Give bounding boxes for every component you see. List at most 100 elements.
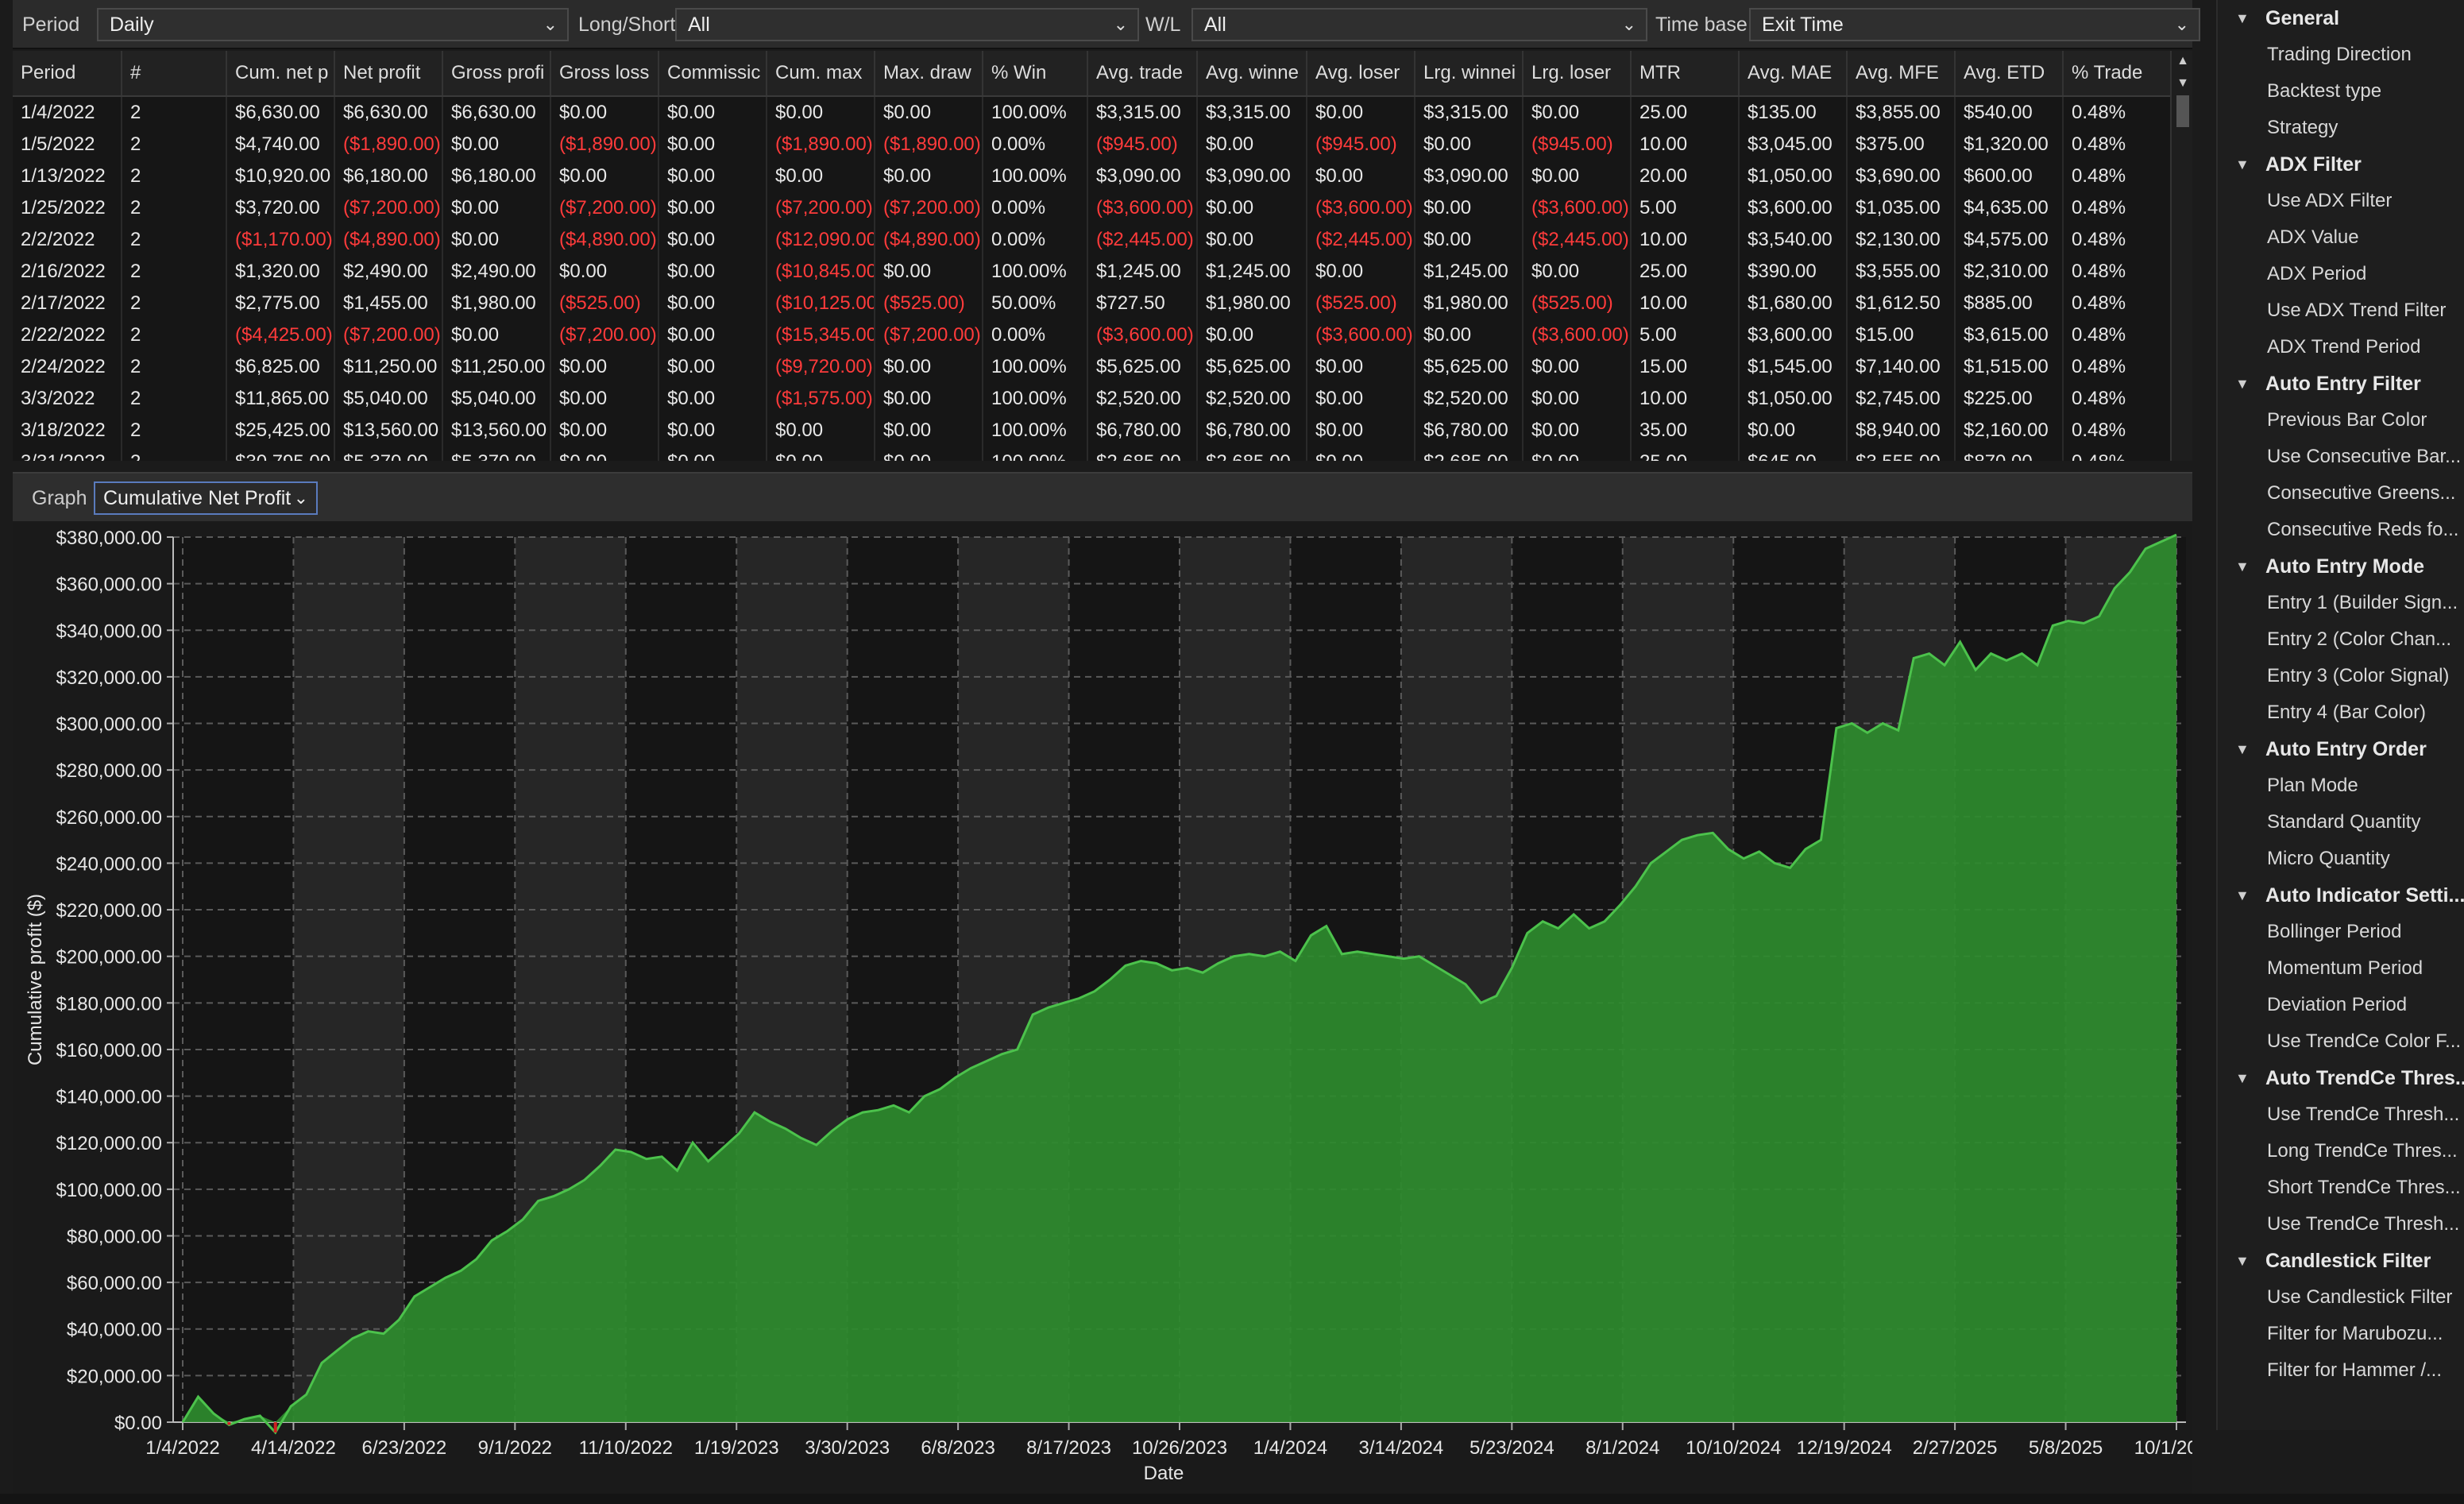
panel-category[interactable]: ▼ Auto Entry Mode: [2218, 548, 2464, 585]
panel-property[interactable]: Use Consecutive Bar...: [2267, 446, 2462, 467]
longshort-select[interactable]: All ⌄: [675, 8, 1139, 41]
column-header[interactable]: Cum. net p: [227, 51, 335, 95]
panel-property[interactable]: Filter for Hammer /...: [2267, 1359, 2443, 1381]
panel-category[interactable]: ▼ General: [2218, 0, 2464, 37]
scroll-down-icon[interactable]: ▼: [2176, 76, 2189, 90]
panel-property[interactable]: Use Candlestick Filter: [2267, 1286, 2453, 1308]
panel-property[interactable]: Long TrendCe Thres...: [2267, 1140, 2458, 1162]
panel-property[interactable]: Micro Quantity: [2267, 848, 2390, 869]
column-header[interactable]: Lrg. winnei: [1415, 51, 1524, 95]
panel-property[interactable]: Entry 3 (Color Signal): [2267, 665, 2450, 686]
panel-property[interactable]: Use ADX Trend Filter: [2267, 300, 2447, 321]
panel-property[interactable]: Momentum Period: [2267, 957, 2423, 979]
column-header[interactable]: Avg. ETD: [1956, 51, 2064, 95]
panel-property[interactable]: Deviation Period: [2267, 994, 2408, 1015]
table-scrollbar[interactable]: ▲ ▼: [2170, 51, 2192, 461]
period-select[interactable]: Daily ⌄: [97, 8, 569, 41]
panel-property[interactable]: Previous Bar Color: [2267, 409, 2427, 431]
panel-property[interactable]: Entry 2 (Color Chan...: [2267, 628, 2452, 650]
panel-category[interactable]: ▼ ADX Filter: [2218, 146, 2464, 183]
panel-property[interactable]: Use TrendCe Thresh...: [2267, 1104, 2460, 1125]
table-row[interactable]: 1/4/2022 2 $6,630.00 $6,630.00 $6,630.00 $0.0…: [13, 97, 2170, 129]
column-header[interactable]: Avg. MAE: [1740, 51, 1848, 95]
table-row[interactable]: 2/24/2022 2 $6,825.00 $11,250.00 $11,250.00 $…: [13, 351, 2170, 383]
table-cell: $3,090.00: [1088, 160, 1198, 192]
panel-property[interactable]: Plan Mode: [2267, 775, 2358, 796]
panel-property[interactable]: Entry 4 (Bar Color): [2267, 702, 2427, 723]
table-cell: $727.50: [1088, 288, 1198, 319]
wl-select[interactable]: All ⌄: [1191, 8, 1647, 41]
column-header[interactable]: MTR: [1632, 51, 1740, 95]
column-header[interactable]: Avg. loser: [1307, 51, 1415, 95]
collapse-triangle-icon[interactable]: ▼: [2235, 1070, 2250, 1086]
column-header[interactable]: Gross profi: [443, 51, 551, 95]
table-row[interactable]: 3/3/2022 2 $11,865.00 $5,040.00 $5,040.00 $0.…: [13, 383, 2170, 415]
collapse-triangle-icon[interactable]: ▼: [2235, 1253, 2250, 1269]
table-row[interactable]: 2/2/2022 2 ($1,170.00) ($4,890.00) $0.00 ($4,…: [13, 224, 2170, 256]
panel-property[interactable]: Short TrendCe Thres...: [2267, 1177, 2461, 1198]
panel-property[interactable]: Consecutive Reds fo...: [2267, 519, 2459, 540]
scroll-thumb[interactable]: [2176, 95, 2189, 127]
table-row[interactable]: 1/13/2022 2 $10,920.00 $6,180.00 $6,180.00 $0…: [13, 160, 2170, 192]
panel-category[interactable]: ▼ Auto Entry Filter: [2218, 365, 2464, 402]
table-cell: ($3,600.00): [1524, 319, 1632, 351]
column-header[interactable]: Net profit: [335, 51, 443, 95]
panel-property[interactable]: Backtest type: [2267, 80, 2382, 102]
panel-property[interactable]: Strategy: [2267, 117, 2338, 138]
column-header[interactable]: Max. draw: [875, 51, 983, 95]
column-header[interactable]: % Win: [983, 51, 1088, 95]
column-header[interactable]: % Trade: [2064, 51, 2175, 95]
column-header[interactable]: Avg. winne: [1198, 51, 1307, 95]
graph-type-select[interactable]: Cumulative Net Profit ⌄: [94, 481, 318, 515]
column-header[interactable]: #: [122, 51, 227, 95]
panel-property[interactable]: Use TrendCe Thresh...: [2267, 1213, 2460, 1235]
column-header[interactable]: Gross loss: [551, 51, 659, 95]
panel-property[interactable]: ADX Value: [2267, 226, 2359, 248]
collapse-triangle-icon[interactable]: ▼: [2235, 376, 2250, 392]
column-header[interactable]: Cum. max: [767, 51, 875, 95]
performance-table: Period # Cum. net p Net profit Gross profi Gr…: [13, 51, 2192, 461]
panel-property[interactable]: ADX Period: [2267, 263, 2367, 284]
filter-bar: Period Daily ⌄ Long/Short All ⌄ W/L All …: [13, 0, 2200, 49]
table-row[interactable]: 2/17/2022 2 $2,775.00 $1,455.00 $1,980.00 ($5…: [13, 288, 2170, 319]
panel-property[interactable]: Entry 1 (Builder Sign...: [2267, 592, 2458, 613]
column-header[interactable]: Avg. trade: [1088, 51, 1198, 95]
panel-category[interactable]: ▼ Auto TrendCe Thres...: [2218, 1060, 2464, 1096]
panel-property[interactable]: Use ADX Filter: [2267, 190, 2393, 211]
table-cell: $6,180.00: [335, 160, 443, 192]
table-cell: ($1,890.00): [335, 129, 443, 160]
table-row[interactable]: 2/16/2022 2 $1,320.00 $2,490.00 $2,490.00 $0.…: [13, 256, 2170, 288]
panel-property[interactable]: Trading Direction: [2267, 44, 2412, 65]
column-header[interactable]: Commissic: [659, 51, 767, 95]
panel-property[interactable]: Use TrendCe Color F...: [2267, 1030, 2462, 1052]
collapse-triangle-icon[interactable]: ▼: [2235, 157, 2250, 172]
collapse-triangle-icon[interactable]: ▼: [2235, 559, 2250, 574]
table-cell: $30,795.00: [227, 447, 335, 461]
panel-category[interactable]: ▼ Auto Entry Order: [2218, 731, 2464, 767]
panel-property[interactable]: Bollinger Period: [2267, 921, 2402, 942]
timebase-select[interactable]: Exit Time ⌄: [1749, 8, 2200, 41]
table-cell: $1,245.00: [1088, 256, 1198, 288]
panel-property[interactable]: Consecutive Greens...: [2267, 482, 2456, 504]
column-header[interactable]: Avg. MFE: [1848, 51, 1956, 95]
table-cell: 100.00%: [983, 415, 1088, 447]
panel-property[interactable]: Standard Quantity: [2267, 811, 2421, 833]
x-tick-label: 10/10/2024: [1686, 1437, 1781, 1459]
collapse-triangle-icon[interactable]: ▼: [2235, 887, 2250, 903]
table-cell: $3,690.00: [1848, 160, 1956, 192]
table-row[interactable]: 1/5/2022 2 $4,740.00 ($1,890.00) $0.00 ($1,89…: [13, 129, 2170, 160]
collapse-triangle-icon[interactable]: ▼: [2235, 741, 2250, 757]
column-header[interactable]: Lrg. loser: [1524, 51, 1632, 95]
panel-category[interactable]: ▼ Candlestick Filter: [2218, 1243, 2464, 1279]
scroll-up-icon[interactable]: ▲: [2176, 54, 2189, 68]
table-row[interactable]: 2/22/2022 2 ($4,425.00) ($7,200.00) $0.00 ($7…: [13, 319, 2170, 351]
panel-property[interactable]: ADX Trend Period: [2267, 336, 2421, 358]
column-header[interactable]: Period: [13, 51, 122, 95]
collapse-triangle-icon[interactable]: ▼: [2235, 10, 2250, 26]
panel-category[interactable]: ▼ Auto Indicator Setti...: [2218, 877, 2464, 914]
table-row[interactable]: 3/18/2022 2 $25,425.00 $13,560.00 $13,560.00…: [13, 415, 2170, 447]
table-row[interactable]: 1/25/2022 2 $3,720.00 ($7,200.00) $0.00 ($7,2…: [13, 192, 2170, 224]
panel-property[interactable]: Filter for Marubozu...: [2267, 1323, 2443, 1344]
table-row[interactable]: 3/31/20222$30,795.00$5,370.00$5,370.00$0…: [13, 447, 2170, 461]
table-cell: $2,490.00: [335, 256, 443, 288]
